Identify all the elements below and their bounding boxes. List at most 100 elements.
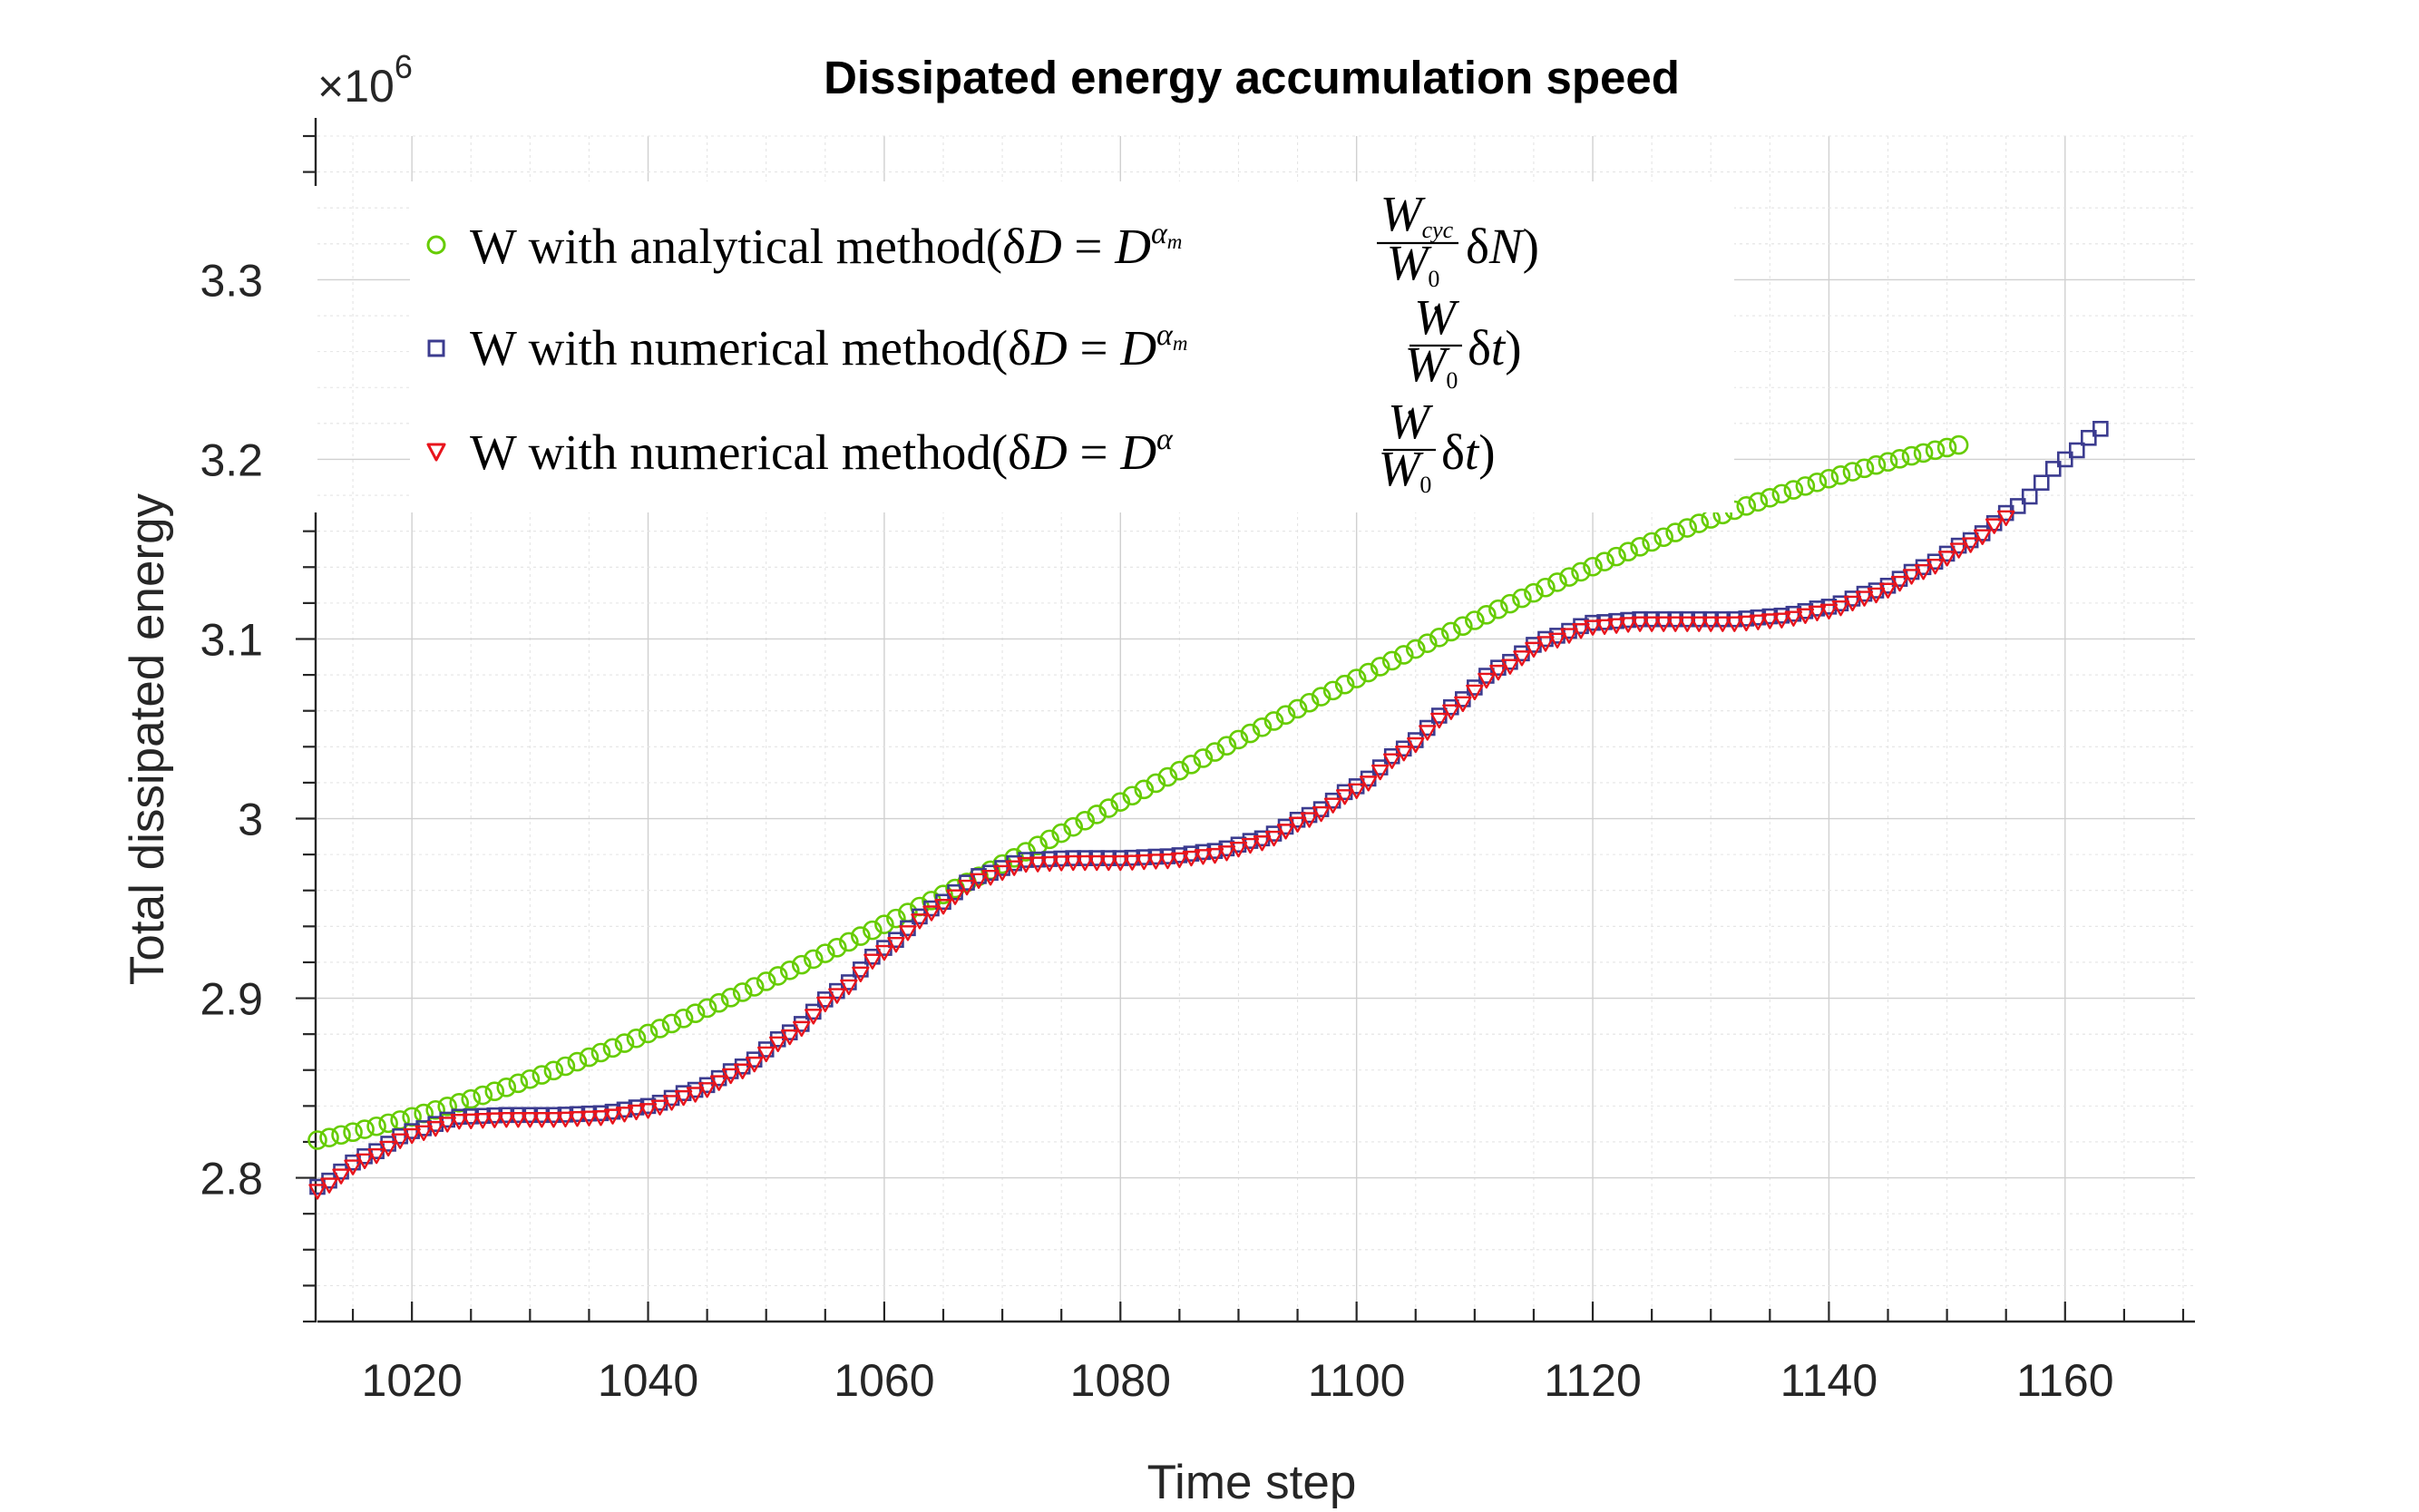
legend-text-numerical-alpha-m: W with numerical method(δD = Dαm xyxy=(470,318,1188,376)
legend-label-analytical: W with analytical method(δD = Dαm xyxy=(470,217,1182,274)
x-tick-label: 1120 xyxy=(1544,1355,1642,1406)
data-point xyxy=(1334,674,1355,695)
data-point xyxy=(379,1140,397,1157)
data-point xyxy=(756,971,776,991)
data-point xyxy=(1005,860,1023,876)
data-point xyxy=(473,1113,492,1129)
data-point xyxy=(1465,610,1485,630)
svg-text:δN): δN) xyxy=(1466,219,1539,274)
data-point xyxy=(852,966,870,983)
data-point xyxy=(437,1097,458,1117)
chart-title: Dissipated energy accumulation speed xyxy=(824,52,1680,103)
data-point xyxy=(1890,575,1909,592)
data-point xyxy=(1948,434,1969,455)
data-point xyxy=(1536,636,1555,652)
data-point xyxy=(1949,542,1968,559)
data-point xyxy=(1808,605,1827,622)
data-point xyxy=(366,1116,386,1136)
data-point xyxy=(1819,468,1839,489)
data-point xyxy=(933,884,953,905)
data-point xyxy=(1240,723,1261,744)
data-point xyxy=(1311,687,1331,707)
data-point xyxy=(1205,847,1224,864)
data-point xyxy=(886,908,906,929)
data-point xyxy=(1630,537,1650,557)
data-point xyxy=(1241,837,1260,854)
data-point xyxy=(1393,645,1414,665)
data-point xyxy=(355,1119,375,1139)
data-point xyxy=(1134,779,1155,800)
data-point xyxy=(344,1159,362,1175)
y-tick-label: 2.8 xyxy=(200,1154,263,1205)
data-point xyxy=(1146,773,1166,794)
data-point xyxy=(497,1112,516,1128)
data-point xyxy=(1381,650,1402,671)
data-point xyxy=(1736,496,1757,516)
legend-label-numerical-alpha: W with numerical method(δD = Dα xyxy=(470,423,1174,480)
y-tick-label: 3 xyxy=(238,795,263,845)
data-point xyxy=(1076,854,1094,872)
data-point xyxy=(1087,805,1107,824)
data-point xyxy=(1430,712,1448,729)
data-point xyxy=(1618,541,1638,561)
data-point xyxy=(1761,613,1780,629)
data-point xyxy=(1170,852,1189,869)
data-point xyxy=(803,949,824,970)
data-point xyxy=(1453,616,1473,637)
data-point xyxy=(580,1110,599,1127)
data-point xyxy=(391,1133,409,1149)
data-point xyxy=(1914,564,1933,580)
data-point xyxy=(1217,845,1236,862)
data-point xyxy=(1358,662,1379,683)
legend-fraction-wdot-b: W W0 xyxy=(1379,394,1436,498)
data-point xyxy=(1287,698,1308,719)
data-point xyxy=(509,1112,528,1128)
data-point xyxy=(1843,595,1862,612)
data-point xyxy=(1855,590,1874,607)
data-point xyxy=(614,1033,635,1053)
x-tick-label: 1040 xyxy=(598,1355,698,1406)
data-point xyxy=(1063,816,1084,837)
data-point xyxy=(1677,518,1697,538)
y-ticks: 2.8 2.9 3 3.1 3.2 3.3 xyxy=(200,134,316,1323)
data-point xyxy=(827,938,847,958)
legend-marker-triangle xyxy=(426,443,446,462)
data-point xyxy=(1405,639,1426,659)
data-point xyxy=(1110,792,1131,812)
data-point xyxy=(946,889,964,905)
data-point xyxy=(1335,789,1354,805)
data-point xyxy=(462,1113,480,1129)
data-point xyxy=(1441,621,1461,642)
data-point xyxy=(1347,783,1366,800)
data-point xyxy=(356,1153,374,1169)
data-point xyxy=(1666,616,1684,632)
data-point xyxy=(1395,746,1413,762)
data-point xyxy=(922,905,941,922)
data-point xyxy=(544,1112,563,1128)
data-point xyxy=(697,998,717,1019)
data-point xyxy=(367,1147,385,1165)
data-point xyxy=(911,913,929,930)
legend-marker-square xyxy=(427,339,445,357)
legend-box xyxy=(410,181,1734,512)
data-point xyxy=(461,1088,482,1109)
data-point xyxy=(403,1127,421,1145)
data-point xyxy=(591,1110,610,1127)
data-point xyxy=(508,1073,529,1094)
data-point xyxy=(686,1087,705,1103)
data-point xyxy=(1771,483,1792,504)
data-point xyxy=(1831,600,1850,617)
svg-text:δt): δt) xyxy=(1441,424,1496,480)
data-point xyxy=(981,870,1000,886)
data-point xyxy=(378,1113,398,1134)
data-point xyxy=(520,1068,541,1089)
data-point xyxy=(1902,569,1921,585)
data-point xyxy=(1654,616,1673,632)
data-point xyxy=(1631,616,1649,632)
data-point xyxy=(815,943,835,963)
data-point xyxy=(1548,632,1566,649)
data-point xyxy=(1064,854,1082,872)
legend-fraction-wdot-a: W W0 xyxy=(1405,289,1462,394)
data-point xyxy=(899,925,917,941)
